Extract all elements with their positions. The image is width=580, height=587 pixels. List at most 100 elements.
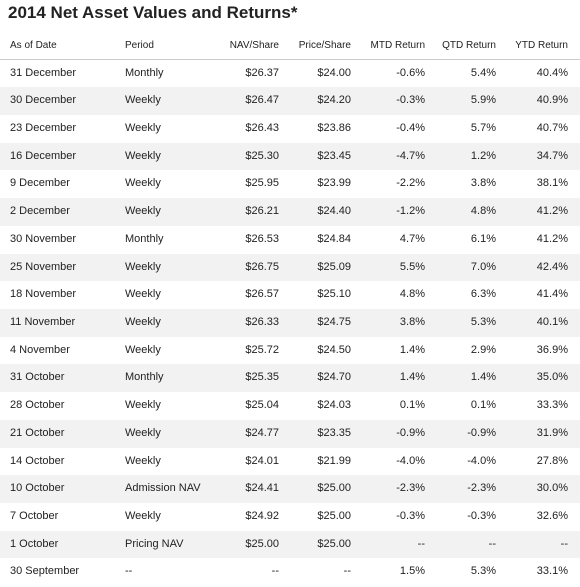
table-cell: 33.3% <box>536 399 568 412</box>
table-cell: Weekly <box>125 343 161 356</box>
table-cell: Weekly <box>125 426 161 439</box>
table-cell: -0.9% <box>467 426 496 439</box>
table-cell: 10 October <box>10 482 65 495</box>
table-cell: $21.99 <box>317 454 351 467</box>
table-row: 2 December Weekly $26.21 $24.40 -1.2% 4.8% 41.… <box>0 198 580 226</box>
table-cell: 30 December <box>10 94 77 107</box>
table-cell: 6.3% <box>470 288 496 301</box>
table-row: 25 November Weekly $26.75 $25.09 5.5% 7.0% 42.… <box>0 253 580 282</box>
table-cell: Weekly <box>125 205 161 218</box>
table-cell: Weekly <box>125 149 161 162</box>
table-row: 1 October Pricing NAV $25.00 $25.00 -- -- -- <box>0 530 580 559</box>
table-row: 31 December Monthly $26.37 $24.00 -0.6% 5.4% 4… <box>0 60 580 88</box>
table-cell: $26.33 <box>245 315 279 328</box>
header-cell: As of Date <box>10 40 57 51</box>
table-cell: -0.3% <box>396 94 425 107</box>
table-cell: 1.4% <box>470 371 496 384</box>
table-row: 30 December Weekly $26.47 $24.20 -0.3% 5.9% 40… <box>0 87 580 115</box>
header-cell: YTD Return <box>515 40 568 51</box>
table-cell: Weekly <box>125 510 161 523</box>
table-cell: -4.0% <box>467 454 496 467</box>
table-cell: 21 October <box>10 426 65 439</box>
table-cell: $23.99 <box>317 177 351 190</box>
table-cell: Weekly <box>125 454 161 467</box>
table-cell: 31 October <box>10 371 65 384</box>
table-cell: Weekly <box>125 177 161 190</box>
table-cell: $25.00 <box>245 537 279 550</box>
table-cell: -1.2% <box>396 205 425 218</box>
table-cell: 5.4% <box>470 66 496 79</box>
table-cell: 9 December <box>10 177 70 190</box>
table-cell: -0.9% <box>396 426 425 439</box>
table-cell: 40.7% <box>536 121 568 134</box>
table-cell: 3.8% <box>470 177 496 190</box>
table-cell: $25.00 <box>317 537 351 550</box>
table-row: 18 November Weekly $26.57 $25.10 4.8% 6.3% 41.… <box>0 281 580 309</box>
table-cell: 27.8% <box>536 454 568 467</box>
table-row: 16 December Weekly $25.30 $23.45 -4.7% 1.2% 34… <box>0 142 580 171</box>
table-cell: $24.40 <box>317 205 351 218</box>
table-cell: 1.4% <box>399 343 425 356</box>
table-cell: $24.41 <box>245 482 279 495</box>
table-cell: 5.9% <box>470 94 496 107</box>
table-cell: 41.4% <box>536 288 568 301</box>
table-cell: -2.3% <box>467 482 496 495</box>
table-row: 31 October Monthly $25.35 $24.70 1.4% 1.4% 35.… <box>0 364 580 393</box>
table-cell: Pricing NAV <box>125 537 184 550</box>
table-row: 30 November Monthly $26.53 $24.84 4.7% 6.1% 41… <box>0 226 580 254</box>
table-cell: $24.77 <box>245 426 279 439</box>
table-cell: -- <box>560 537 568 550</box>
table-cell: 25 November <box>10 260 77 273</box>
table-cell: -2.3% <box>396 482 425 495</box>
table-cell: $24.20 <box>317 94 351 107</box>
table-cell: 7.0% <box>470 260 496 273</box>
table-cell: 0.1% <box>399 399 425 412</box>
table-cell: $24.75 <box>317 315 351 328</box>
table-cell: 32.6% <box>536 510 568 523</box>
table-cell: $26.37 <box>245 66 279 79</box>
table-cell: 2.9% <box>470 343 496 356</box>
table-cell: Admission NAV <box>125 482 201 495</box>
table-cell: $23.45 <box>317 149 351 162</box>
table-row: 9 December Weekly $25.95 $23.99 -2.2% 3.8% 38.… <box>0 170 580 198</box>
table-cell: -- <box>343 565 351 578</box>
table-cell: -0.4% <box>396 121 425 134</box>
table-cell: 40.4% <box>536 66 568 79</box>
table-cell: -0.3% <box>396 510 425 523</box>
table-cell: Weekly <box>125 315 161 328</box>
table-cell: -0.3% <box>467 510 496 523</box>
table-cell: $25.10 <box>317 288 351 301</box>
table-cell: Monthly <box>125 232 164 245</box>
table-cell: $25.00 <box>317 482 351 495</box>
table-cell: -4.0% <box>396 454 425 467</box>
table-cell: -4.7% <box>396 149 425 162</box>
table-cell: 0.1% <box>470 399 496 412</box>
table-cell: -- <box>271 565 279 578</box>
table-cell: $24.70 <box>317 371 351 384</box>
table-cell: 4.8% <box>470 205 496 218</box>
table-cell: 5.7% <box>470 121 496 134</box>
table-cell: 35.0% <box>536 371 568 384</box>
table-row: 30 September -- -- -- 1.5% 5.3% 33.1% <box>0 558 580 586</box>
table-cell: $24.03 <box>317 399 351 412</box>
table-cell: 30 September <box>10 565 80 578</box>
table-cell: 18 November <box>10 288 77 301</box>
table-title: 2014 Net Asset Values and Returns* <box>8 3 298 22</box>
table-cell: -0.6% <box>396 66 425 79</box>
table-cell: -- <box>417 537 425 550</box>
table-cell: $24.00 <box>317 66 351 79</box>
table-cell: -2.2% <box>396 177 425 190</box>
table-cell: $25.00 <box>317 510 351 523</box>
table-cell: $26.57 <box>245 288 279 301</box>
table-cell: $24.01 <box>245 454 279 467</box>
table-cell: 23 December <box>10 121 77 134</box>
header-row: As of Date Period NAV/Share Price/Share MTD … <box>0 32 580 60</box>
table-cell: $26.21 <box>245 205 279 218</box>
table-cell: 36.9% <box>536 343 568 356</box>
table-cell: $26.75 <box>245 260 279 273</box>
table-cell: 28 October <box>10 399 65 412</box>
table-row: 7 October Weekly $24.92 $25.00 -0.3% -0.3% 32.… <box>0 503 580 531</box>
table-cell: Weekly <box>125 260 161 273</box>
table-cell: 2 December <box>10 205 70 218</box>
